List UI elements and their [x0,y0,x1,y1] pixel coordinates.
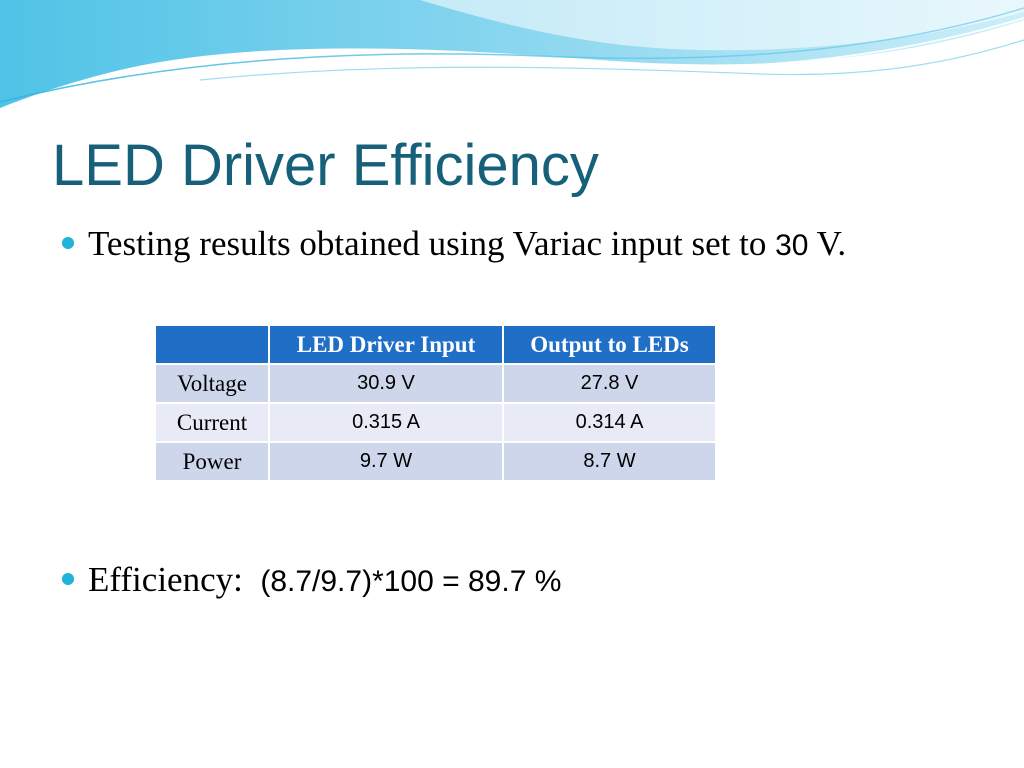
wave-line-1 [0,17,1024,113]
results-table: LED Driver Input Output to LEDs Voltage … [154,324,717,482]
power-input-value: 9.7 W [268,441,504,482]
table-header-row: LED Driver Input Output to LEDs [154,324,717,365]
bullet-dot-icon [62,572,74,585]
row-label-voltage: Voltage [154,363,270,404]
current-input-value: 0.315 A [268,402,504,443]
header-wave-decoration [0,0,1024,113]
bullet-testing-results: Testing results obtained using Variac in… [62,222,982,268]
slide-title: LED Driver Efficiency [52,133,599,198]
row-label-power: Power [154,441,270,482]
wave-band-light [420,0,1024,51]
table-row: Voltage 30.9 V 27.8 V [154,363,717,404]
bullet-dot-icon [62,236,74,249]
bullet-1-number: 30 [775,229,809,262]
current-output-value: 0.314 A [502,402,717,443]
table-header-blank [154,324,270,365]
bullet-1-text: Testing results obtained using Variac in… [88,224,776,263]
voltage-input-value: 30.9 V [268,363,504,404]
power-output-value: 8.7 W [502,441,717,482]
wave-line-3 [199,39,1024,81]
table-row: Current 0.315 A 0.314 A [154,402,717,443]
voltage-output-value: 27.8 V [502,363,717,404]
row-label-current: Current [154,402,270,443]
bullet-efficiency: Efficiency: (8.7/9.7)*100 = 89.7 % [62,558,982,604]
efficiency-formula: (8.7/9.7)*100 = 89.7 % [260,565,562,598]
table-header-input: LED Driver Input [268,324,504,365]
bullet-1-suffix: V. [808,224,847,263]
table-row: Power 9.7 W 8.7 W [154,441,717,482]
wave-line-2 [0,7,1024,103]
efficiency-label: Efficiency: [88,560,243,599]
table-header-output: Output to LEDs [502,324,717,365]
